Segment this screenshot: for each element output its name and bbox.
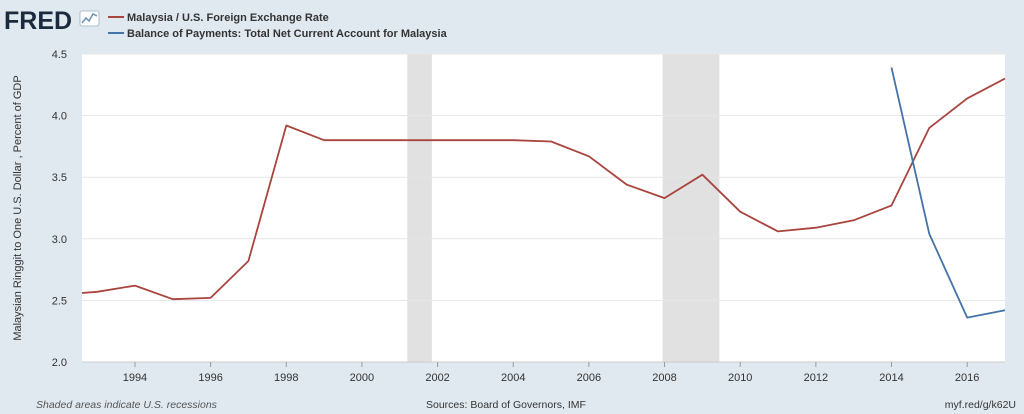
short-url-link[interactable]: myf.red/g/k62U (945, 399, 1016, 411)
y-tick-label: 4.5 (52, 49, 67, 61)
x-tick-label: 2006 (577, 372, 601, 384)
sources-text: Sources: Board of Governors, IMF (426, 399, 586, 411)
x-tick-label: 1994 (123, 372, 147, 384)
recession-band (407, 54, 432, 362)
recession-note: Shaded areas indicate U.S. recessions (36, 399, 218, 411)
y-tick-label: 2.0 (52, 357, 67, 369)
series-line-2 (890, 67, 1006, 319)
x-axis: 1994 1996 1998 2000 2002 2004 2006 2008 2010 2012… (82, 361, 1005, 384)
gridlines (82, 53, 1005, 301)
series-lines (81, 67, 1006, 319)
legend: Malaysia / U.S. Foreign Exchange Rate Ba… (108, 12, 448, 40)
y-tick-label: 3.5 (52, 172, 67, 184)
x-tick-label: 2002 (425, 372, 449, 384)
x-tick-label: 2016 (955, 372, 979, 384)
series-line-1 (81, 77, 1006, 301)
legend-label: Balance of Payments: Total Net Current A… (127, 28, 448, 40)
legend-label: Malaysia / U.S. Foreign Exchange Rate (127, 12, 329, 24)
x-tick-label: 2000 (350, 372, 374, 384)
plot-area (82, 54, 1005, 362)
logo-text: FRED (4, 7, 72, 35)
y-tick-label: 3.0 (52, 234, 67, 246)
x-tick-label: 1998 (274, 372, 298, 384)
y-axis-title: Malaysian Ringgit to One U.S. Dollar , P… (12, 75, 24, 340)
y-tick-label: 2.5 (52, 295, 67, 307)
chart-line-icon (79, 10, 100, 27)
x-tick-label: 2012 (804, 372, 828, 384)
x-tick-label: 2008 (652, 372, 676, 384)
x-tick-label: 1996 (198, 372, 222, 384)
recession-bands (407, 54, 720, 362)
x-tick-label: 2010 (728, 372, 752, 384)
y-axis: 2.0 2.5 3.0 3.5 4.0 4.5 (52, 49, 67, 369)
recession-band (662, 54, 720, 362)
x-tick-label: 2004 (501, 372, 525, 384)
x-tick-label: 2014 (879, 372, 903, 384)
y-tick-label: 4.0 (52, 111, 67, 123)
fred-logo[interactable]: FRED (4, 7, 100, 35)
